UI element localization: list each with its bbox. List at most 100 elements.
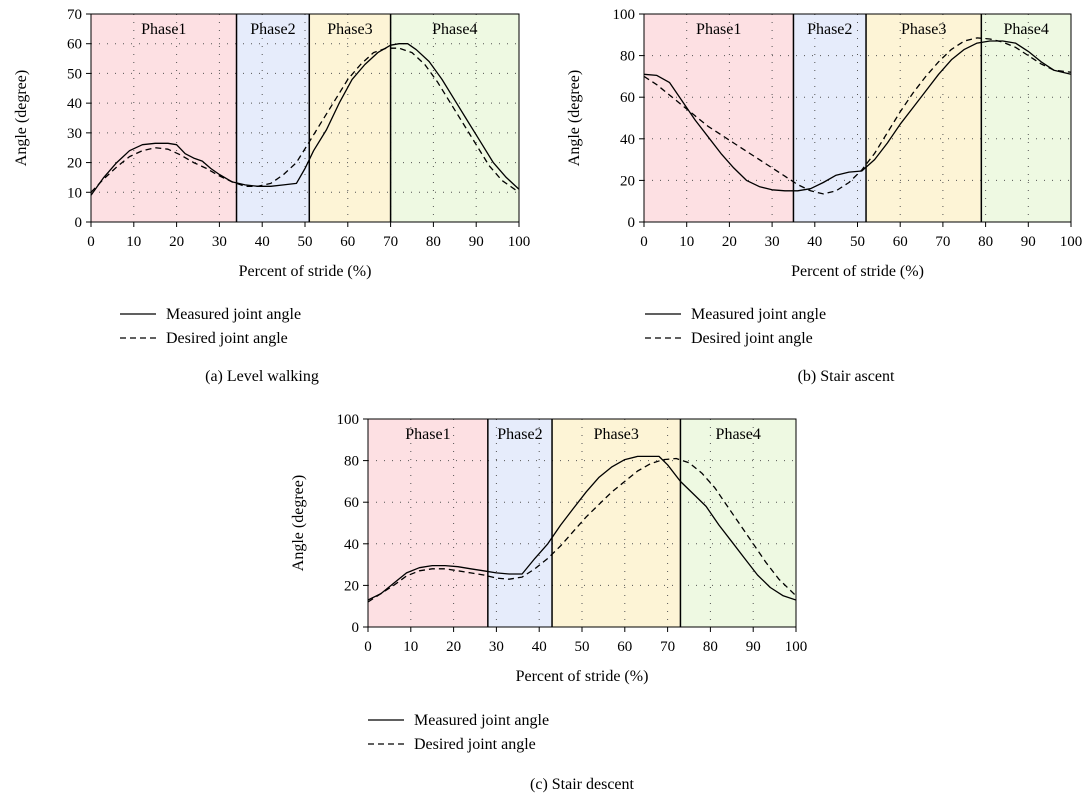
x-axis-label: Percent of stride (%) xyxy=(239,263,372,280)
y-tick-label: 20 xyxy=(620,173,635,189)
x-tick-label: 80 xyxy=(703,639,718,655)
legend-label: Desired joint angle xyxy=(691,330,813,347)
phase-band xyxy=(981,14,1071,222)
y-tick-label: 20 xyxy=(67,156,82,172)
y-tick-label: 80 xyxy=(344,454,359,470)
x-axis-label: Percent of stride (%) xyxy=(516,668,649,685)
panel-caption: (c) Stair descent xyxy=(530,776,635,793)
y-tick-label: 30 xyxy=(67,126,82,142)
phase-label: Phase1 xyxy=(696,21,741,38)
phase-band xyxy=(368,419,488,627)
y-tick-label: 60 xyxy=(620,90,635,106)
y-axis-label: Angle (degree) xyxy=(290,475,307,571)
x-tick-label: 40 xyxy=(255,234,270,250)
phase-band xyxy=(91,14,237,222)
x-axis-label: Percent of stride (%) xyxy=(791,263,924,280)
x-tick-label: 20 xyxy=(722,234,737,250)
x-tick-label: 80 xyxy=(978,234,993,250)
x-tick-label: 100 xyxy=(1060,234,1083,250)
phase-band xyxy=(866,14,982,222)
desired-angle-line xyxy=(91,47,519,193)
y-tick-label: 60 xyxy=(344,495,359,511)
y-tick-label: 80 xyxy=(620,49,635,65)
x-tick-label: 30 xyxy=(212,234,227,250)
panel-level-walking: Phase1 Phase2 Phase3 Phase4 0 10 20 30 40 50 60 70 8… xyxy=(13,7,530,385)
x-tick-label: 60 xyxy=(340,234,355,250)
y-tick-label: 100 xyxy=(613,7,636,23)
x-tick-label: 60 xyxy=(893,234,908,250)
phase-label: Phase3 xyxy=(901,21,946,38)
desired-angle-line xyxy=(644,37,1071,195)
x-tick-label: 70 xyxy=(935,234,950,250)
y-axis-label: Angle (degree) xyxy=(13,70,30,166)
measured-angle-line xyxy=(368,455,796,601)
x-tick-label: 0 xyxy=(640,234,648,250)
y-tick-label: 70 xyxy=(67,7,82,23)
y-tick-label: 0 xyxy=(352,620,360,636)
x-tick-label: 90 xyxy=(1021,234,1036,250)
y-tick-label: 60 xyxy=(67,37,82,53)
phase-band xyxy=(487,419,553,627)
panel-caption: (b) Stair ascent xyxy=(798,368,895,385)
phase-label: Phase3 xyxy=(327,21,372,38)
panel-stair-descent: Phase1 Phase2 Phase3 Phase4 0 10 20 30 40 50 60 70 8… xyxy=(290,412,807,793)
desired-angle-line xyxy=(368,457,796,603)
phase-band xyxy=(309,14,391,222)
y-tick-label: 20 xyxy=(344,578,359,594)
panel-caption: (a) Level walking xyxy=(205,368,319,385)
x-tick-label: 10 xyxy=(126,234,141,250)
x-tick-label: 80 xyxy=(426,234,441,250)
y-tick-label: 40 xyxy=(344,537,359,553)
x-tick-label: 60 xyxy=(617,639,632,655)
phase-label: Phase2 xyxy=(250,21,295,38)
phase-label: Phase4 xyxy=(432,21,477,38)
x-tick-label: 50 xyxy=(575,639,590,655)
x-tick-label: 30 xyxy=(765,234,780,250)
legend-label: Desired joint angle xyxy=(166,330,288,347)
panel-stair-ascent: Phase1 Phase2 Phase3 Phase4 0 10 20 30 40 50 60 70 8… xyxy=(566,7,1082,385)
phase-label: Phase2 xyxy=(497,426,542,443)
x-tick-label: 70 xyxy=(660,639,675,655)
legend-label: Measured joint angle xyxy=(414,712,549,729)
x-tick-label: 30 xyxy=(489,639,504,655)
phase-label: Phase3 xyxy=(594,426,639,443)
phase-band xyxy=(390,14,519,222)
x-tick-label: 50 xyxy=(298,234,313,250)
y-tick-label: 50 xyxy=(67,66,82,82)
y-tick-label: 10 xyxy=(67,185,82,201)
x-tick-label: 20 xyxy=(446,639,461,655)
legend-label: Measured joint angle xyxy=(691,306,826,323)
y-tick-label: 40 xyxy=(620,132,635,148)
phase-band xyxy=(793,14,867,222)
x-tick-label: 40 xyxy=(532,639,547,655)
x-tick-label: 0 xyxy=(87,234,95,250)
phase-label: Phase1 xyxy=(405,426,450,443)
y-tick-label: 0 xyxy=(75,215,83,231)
phase-label: Phase4 xyxy=(1004,21,1049,38)
x-tick-label: 70 xyxy=(383,234,398,250)
phase-band xyxy=(552,419,681,627)
x-tick-label: 20 xyxy=(169,234,184,250)
x-tick-label: 100 xyxy=(785,639,808,655)
legend-label: Desired joint angle xyxy=(414,736,536,753)
x-tick-label: 100 xyxy=(508,234,531,250)
phase-band xyxy=(644,14,794,222)
phase-band xyxy=(236,14,310,222)
x-tick-label: 10 xyxy=(403,639,418,655)
measured-angle-line xyxy=(91,43,519,196)
phase-label: Phase1 xyxy=(141,21,186,38)
y-tick-label: 100 xyxy=(337,412,360,428)
y-tick-label: 0 xyxy=(628,215,636,231)
x-tick-label: 40 xyxy=(807,234,822,250)
phase-label: Phase2 xyxy=(807,21,852,38)
phase-label: Phase4 xyxy=(716,426,761,443)
y-axis-label: Angle (degree) xyxy=(566,70,583,166)
y-tick-label: 40 xyxy=(67,96,82,112)
x-tick-label: 10 xyxy=(679,234,694,250)
x-tick-label: 90 xyxy=(469,234,484,250)
x-tick-label: 90 xyxy=(746,639,761,655)
legend-label: Measured joint angle xyxy=(166,306,301,323)
x-tick-label: 50 xyxy=(850,234,865,250)
x-tick-label: 0 xyxy=(364,639,372,655)
